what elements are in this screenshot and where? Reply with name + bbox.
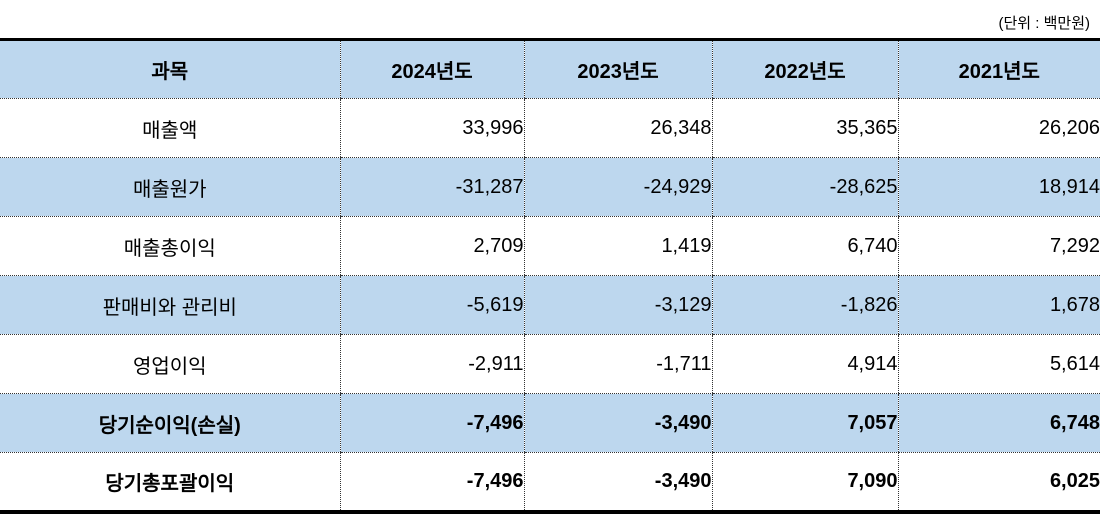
value-cell: 7,292 xyxy=(897,216,1100,276)
value-cell: 33,996 xyxy=(339,98,524,158)
table-row-net-income: 당기순이익(손실) -7,496 -3,490 7,057 6,748 xyxy=(0,393,1100,453)
table-row-comprehensive-income: 당기총포괄이익 -7,496 -3,490 7,090 6,025 xyxy=(0,452,1100,512)
row-label: 매출총이익 xyxy=(0,216,340,276)
value-cell: 6,740 xyxy=(711,216,898,276)
value-cell: -28,625 xyxy=(711,157,898,217)
value-cell: 2,709 xyxy=(339,216,524,276)
column-header-2021: 2021년도 xyxy=(897,39,1100,99)
column-header-2023: 2023년도 xyxy=(523,39,712,99)
value-cell: 1,419 xyxy=(523,216,712,276)
row-label: 판매비와 관리비 xyxy=(0,275,340,335)
value-cell: 1,678 xyxy=(897,275,1100,335)
table-row-gross-profit: 매출총이익 2,709 1,419 6,740 7,292 xyxy=(0,216,1100,276)
value-cell: -1,826 xyxy=(711,275,898,335)
row-label: 영업이익 xyxy=(0,334,340,394)
value-cell: -3,490 xyxy=(523,452,712,512)
header-row: 과목 2024년도 2023년도 2022년도 2021년도 xyxy=(0,39,1100,99)
column-header-2024: 2024년도 xyxy=(339,39,524,99)
column-header-subject: 과목 xyxy=(0,39,340,99)
value-cell: -24,929 xyxy=(523,157,712,217)
value-cell: -7,496 xyxy=(339,393,524,453)
row-label: 매출액 xyxy=(0,98,340,158)
value-cell: -5,619 xyxy=(339,275,524,335)
value-cell: -3,129 xyxy=(523,275,712,335)
value-cell: 35,365 xyxy=(711,98,898,158)
unit-label: (단위 : 백만원) xyxy=(998,15,1091,32)
value-cell: -2,911 xyxy=(339,334,524,394)
table-row-operating-profit: 영업이익 -2,911 -1,711 4,914 5,614 xyxy=(0,334,1100,394)
row-label: 매출원가 xyxy=(0,157,340,217)
value-cell: 5,614 xyxy=(897,334,1100,394)
table-row-cost-of-sales: 매출원가 -31,287 -24,929 -28,625 18,914 xyxy=(0,157,1100,217)
value-cell: 4,914 xyxy=(711,334,898,394)
value-cell: -31,287 xyxy=(339,157,524,217)
value-cell: -3,490 xyxy=(523,393,712,453)
value-cell: -1,711 xyxy=(523,334,712,394)
value-cell: 7,090 xyxy=(711,452,898,512)
column-header-2022: 2022년도 xyxy=(711,39,898,99)
table-row-sga: 판매비와 관리비 -5,619 -3,129 -1,826 1,678 xyxy=(0,275,1100,335)
value-cell: 6,025 xyxy=(897,452,1100,512)
value-cell: -7,496 xyxy=(339,452,524,512)
value-cell: 7,057 xyxy=(711,393,898,453)
value-cell: 6,748 xyxy=(897,393,1100,453)
value-cell: 26,206 xyxy=(897,98,1100,158)
table-row-revenue: 매출액 33,996 26,348 35,365 26,206 xyxy=(0,98,1100,158)
value-cell: 18,914 xyxy=(897,157,1100,217)
row-label: 당기총포괄이익 xyxy=(105,472,235,495)
value-cell: 26,348 xyxy=(523,98,712,158)
row-label: 당기순이익(손실) xyxy=(0,393,340,453)
financial-summary-table: 과목 2024년도 2023년도 2022년도 2021년도 매출액 33,99… xyxy=(0,38,1100,514)
